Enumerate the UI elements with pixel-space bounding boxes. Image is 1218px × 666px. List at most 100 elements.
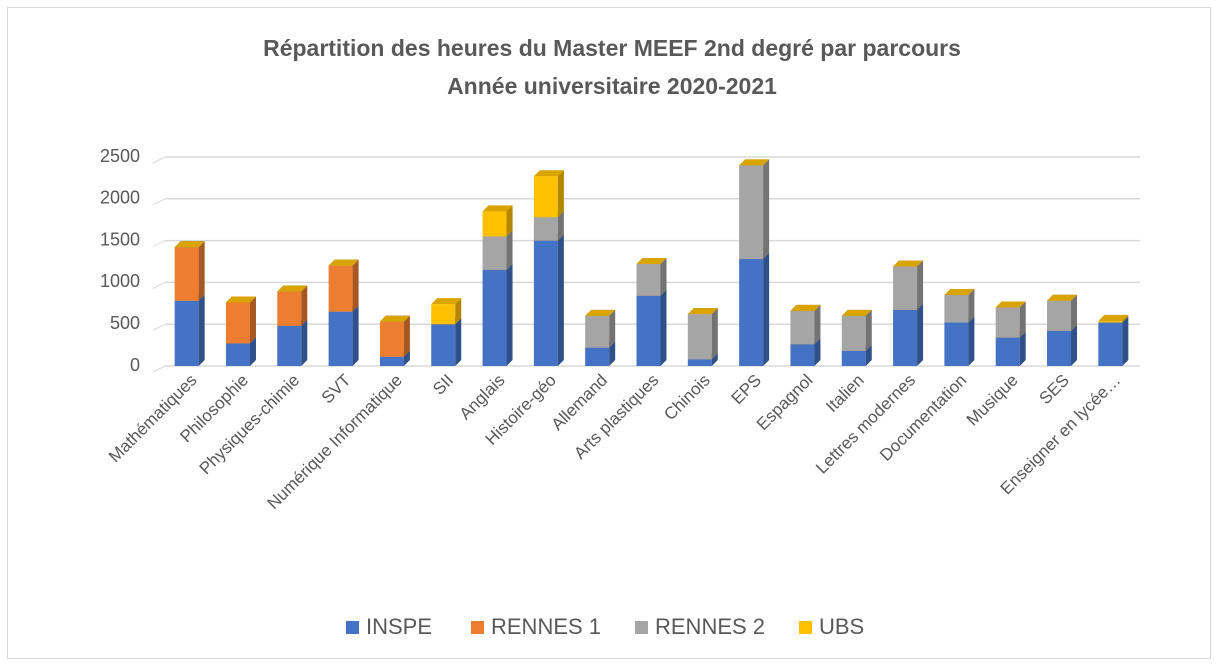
bar-front — [533, 176, 558, 218]
bar-front — [328, 265, 353, 312]
bar-side — [403, 350, 410, 366]
bar — [277, 285, 308, 326]
bar — [174, 294, 205, 366]
bar-side — [352, 259, 359, 312]
bar — [1098, 314, 1129, 323]
bar — [841, 309, 872, 351]
bar-front — [482, 269, 507, 366]
bar — [739, 159, 770, 166]
bar-front — [1047, 330, 1072, 366]
bar — [995, 301, 1026, 308]
grid-line — [152, 198, 166, 206]
bar-side — [1019, 301, 1026, 338]
bar — [328, 305, 359, 366]
bar-front — [225, 343, 250, 366]
bar-front — [995, 337, 1020, 366]
bar-front — [739, 165, 764, 259]
bar-side — [198, 241, 205, 301]
y-tick-label: 1500 — [100, 229, 140, 249]
bar-side — [1019, 331, 1026, 366]
legend-swatch — [471, 621, 484, 634]
bar-top — [328, 259, 359, 266]
bar — [1047, 294, 1078, 301]
bar — [636, 289, 667, 366]
bar-side — [249, 296, 256, 344]
bar-front — [893, 309, 918, 366]
bar-front — [328, 311, 353, 366]
bar-side — [1071, 324, 1078, 366]
bar-side — [249, 337, 256, 366]
bar-front — [1047, 300, 1072, 331]
bar-side — [1122, 316, 1129, 366]
bar-front — [482, 236, 507, 270]
bar-side — [455, 318, 462, 366]
bar-front — [431, 324, 456, 366]
bar — [431, 318, 462, 366]
bar-front — [687, 314, 712, 360]
bar-front — [841, 350, 866, 366]
bar-top — [944, 288, 975, 295]
bar-front — [174, 300, 199, 366]
bar-side — [506, 263, 513, 366]
bar — [893, 303, 924, 366]
bar-side — [763, 159, 770, 259]
bar-front — [533, 240, 558, 366]
bar-front — [790, 310, 815, 345]
bar-side — [660, 289, 667, 366]
bar-front — [379, 321, 404, 357]
bar-front — [431, 304, 456, 325]
bar — [739, 159, 770, 259]
bar-front — [995, 307, 1020, 338]
y-tick-label: 500 — [110, 313, 140, 333]
legend-swatch — [346, 621, 359, 634]
bar-front — [893, 266, 918, 310]
bar-front — [225, 302, 250, 344]
bar-front — [944, 322, 969, 366]
bar — [636, 258, 667, 296]
bar-side — [557, 170, 564, 218]
chart-subtitle: Année universitaire 2020-2021 — [447, 73, 777, 99]
bar — [533, 234, 564, 366]
grid-line — [152, 156, 166, 164]
bar-side — [711, 308, 718, 360]
bar-side — [403, 315, 410, 357]
bar — [533, 170, 564, 218]
bar — [482, 263, 513, 366]
bar — [277, 319, 308, 366]
bar — [482, 205, 513, 237]
bar-front — [379, 356, 404, 366]
bar-side — [968, 316, 975, 366]
bar-side — [557, 211, 564, 241]
chart-title: Répartition des heures du Master MEEF 2n… — [263, 35, 961, 61]
bar-side — [968, 288, 975, 323]
y-tick-label: 2500 — [100, 146, 140, 166]
bar-side — [557, 234, 564, 366]
bar-side — [1071, 294, 1078, 331]
bar — [893, 260, 924, 267]
bar — [585, 309, 616, 316]
bar — [1047, 324, 1078, 366]
bar-top — [174, 241, 205, 248]
bar-top — [790, 304, 821, 311]
legend-swatch — [635, 621, 648, 634]
bar-top — [1098, 314, 1129, 321]
bar-side — [301, 319, 308, 366]
bar-top — [841, 309, 872, 316]
y-tick-label: 2000 — [100, 188, 140, 208]
bar — [636, 258, 667, 265]
bar — [379, 315, 410, 322]
grid-line — [152, 240, 166, 248]
bar-side — [506, 205, 513, 237]
bar — [174, 241, 205, 301]
bar-side — [917, 303, 924, 366]
bar-front — [687, 359, 712, 366]
legend-label: UBS — [819, 614, 864, 639]
grid-line — [152, 365, 166, 373]
bar-front — [841, 315, 866, 351]
bar — [1098, 316, 1129, 366]
bar-side — [198, 294, 205, 366]
bar-front — [636, 295, 661, 366]
bar-front — [174, 247, 199, 301]
bar-side — [506, 230, 513, 270]
